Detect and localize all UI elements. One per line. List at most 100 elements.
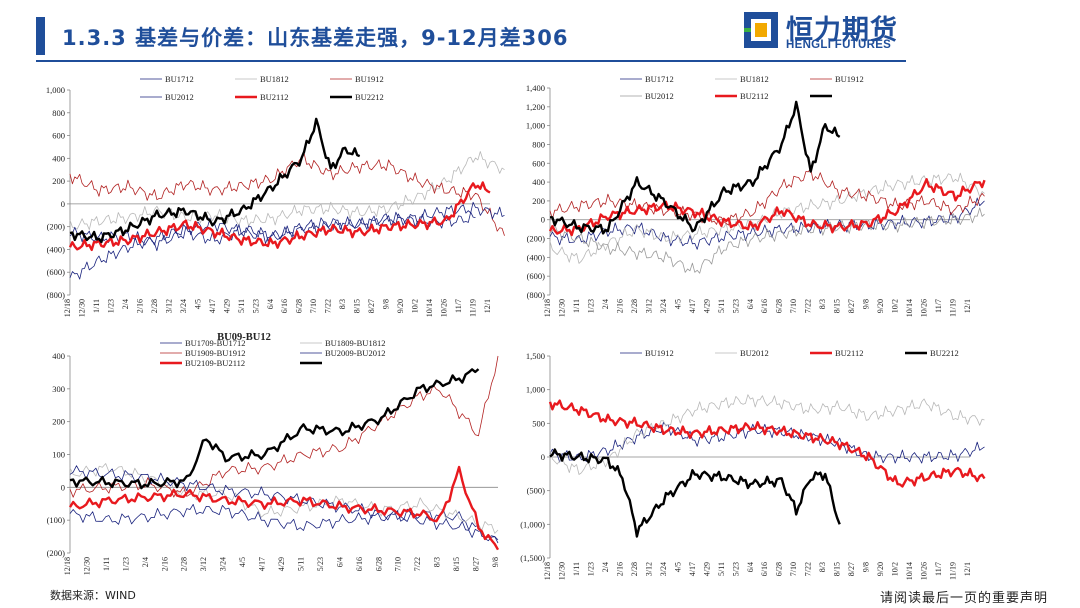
legend-label: BU1912 (645, 348, 674, 358)
y-tick-label: 400 (52, 153, 65, 163)
x-tick-label: 10/26 (440, 299, 449, 317)
y-tick-label: 800 (532, 139, 545, 149)
x-tick-label: 9/8 (491, 557, 500, 567)
y-tick-label: 200 (52, 417, 65, 427)
x-tick-label: 6/16 (280, 299, 289, 313)
x-tick-label: 12/30 (77, 299, 86, 317)
x-tick-label: 4/29 (702, 299, 711, 313)
chart-top-right: 1,400 1,200 1,000 800 600 400 200 0 (200) (400) (6… (526, 74, 986, 317)
x-tick-label: 1/11 (572, 299, 581, 313)
x-tick-label: 12/18 (63, 557, 72, 575)
x-tick-label: 10/2 (891, 299, 900, 313)
series-line (69, 117, 361, 244)
x-tick-label: 12/30 (557, 562, 566, 580)
x-tick-label: 6/16 (760, 299, 769, 313)
x-tick-label: 4/29 (702, 562, 711, 576)
x-tick-label: 4/5 (673, 562, 682, 572)
series-line (69, 355, 499, 498)
x-tick-label: 10/14 (905, 562, 914, 580)
x-tick-label: 2/4 (121, 299, 130, 309)
y-tick-label: (200) (47, 222, 66, 232)
series-line (550, 100, 841, 235)
x-tick-label: 10/26 (920, 299, 929, 317)
x-tick-label: 6/16 (355, 557, 364, 571)
series-line (68, 181, 491, 252)
legend-label: BU2112 (740, 91, 769, 101)
x-tick-label: 8/15 (353, 299, 362, 313)
x-tick-label: 6/28 (374, 557, 383, 571)
x-tick-label: 3/24 (219, 557, 228, 571)
y-tick-label: 200 (52, 176, 65, 186)
x-tick-label: 11/7 (934, 562, 943, 576)
x-tick-label: 5/23 (731, 299, 740, 313)
x-tick-label: 2/16 (160, 557, 169, 571)
legend-label: BU2109-BU2112 (185, 358, 245, 368)
y-tick-label: (600) (527, 271, 546, 281)
x-tick-label: 10/2 (411, 299, 420, 313)
legend-label: BU2009-BU2012 (325, 348, 385, 358)
x-tick-label: 6/4 (335, 557, 344, 567)
y-tick-label: 100 (52, 450, 65, 460)
x-tick-label: 7/22 (804, 299, 813, 313)
title-accent-bar (36, 17, 45, 55)
y-tick-label: 0 (61, 482, 65, 492)
x-tick-label: 7/10 (394, 557, 403, 571)
x-tick-label: 10/14 (425, 299, 434, 317)
y-tick-label: (800) (47, 290, 66, 300)
y-tick-label: (200) (47, 548, 66, 558)
x-tick-label: 1/11 (92, 299, 101, 313)
x-tick-label: 1/11 (102, 557, 111, 571)
x-tick-label: 12/30 (557, 299, 566, 317)
y-tick-label: 400 (52, 351, 65, 361)
y-tick-label: 300 (52, 384, 65, 394)
y-tick-label: 1,200 (526, 102, 545, 112)
chart-title: BU09-BU12 (217, 332, 271, 343)
x-tick-label: 2/28 (630, 299, 639, 313)
x-tick-label: 6/4 (266, 299, 275, 309)
x-tick-label: 5/11 (717, 299, 726, 313)
y-tick-label: (600) (47, 267, 66, 277)
x-tick-label: 6/4 (746, 562, 755, 572)
legend-label: BU2212 (355, 92, 384, 102)
x-tick-label: 3/24 (659, 299, 668, 313)
x-tick-label: 5/23 (316, 557, 325, 571)
x-tick-label: 2/4 (141, 557, 150, 567)
legend-label: BU2112 (835, 348, 864, 358)
series-line (549, 168, 985, 226)
x-tick-label: 2/16 (135, 299, 144, 313)
legend-label: BU1709-BU1712 (185, 338, 245, 348)
x-tick-label: 11/19 (949, 299, 958, 317)
x-tick-label: 12/18 (543, 562, 552, 580)
y-tick-label: (400) (527, 252, 546, 262)
series-line (69, 503, 499, 544)
x-tick-label: 7/22 (804, 562, 813, 576)
x-tick-label: 10/2 (891, 562, 900, 576)
legend-label: BU2112 (260, 92, 289, 102)
legend-label: BU1712 (645, 74, 674, 84)
x-tick-label: 11/19 (949, 562, 958, 580)
x-tick-label: 7/10 (789, 562, 798, 576)
series-line (69, 151, 505, 231)
y-tick-label: 1,000 (526, 121, 545, 131)
x-tick-label: 3/24 (659, 562, 668, 576)
series-line (549, 394, 985, 475)
page-title: 1.3.3 基差与价差：山东基差走强，9-12月差306 (62, 26, 569, 50)
x-tick-label: 12/1 (483, 299, 492, 313)
y-tick-label: 1,000 (46, 85, 65, 95)
x-tick-label: 8/3 (818, 562, 827, 572)
x-tick-label: 7/22 (413, 557, 422, 571)
y-tick-label: (800) (527, 290, 546, 300)
series-line (69, 368, 480, 490)
x-tick-label: 3/12 (199, 557, 208, 571)
x-tick-label: 12/18 (543, 299, 552, 317)
x-tick-label: 7/22 (324, 299, 333, 313)
y-tick-label: 1,400 (526, 83, 545, 93)
series-line (549, 172, 985, 264)
x-tick-label: 2/4 (601, 562, 610, 572)
x-tick-label: 4/5 (193, 299, 202, 309)
legend-label: BU1812 (260, 74, 289, 84)
legend-label: BU1809-BU1812 (325, 338, 385, 348)
x-tick-label: 4/29 (222, 299, 231, 313)
x-tick-label: 9/20 (876, 562, 885, 576)
series-line (548, 399, 986, 488)
